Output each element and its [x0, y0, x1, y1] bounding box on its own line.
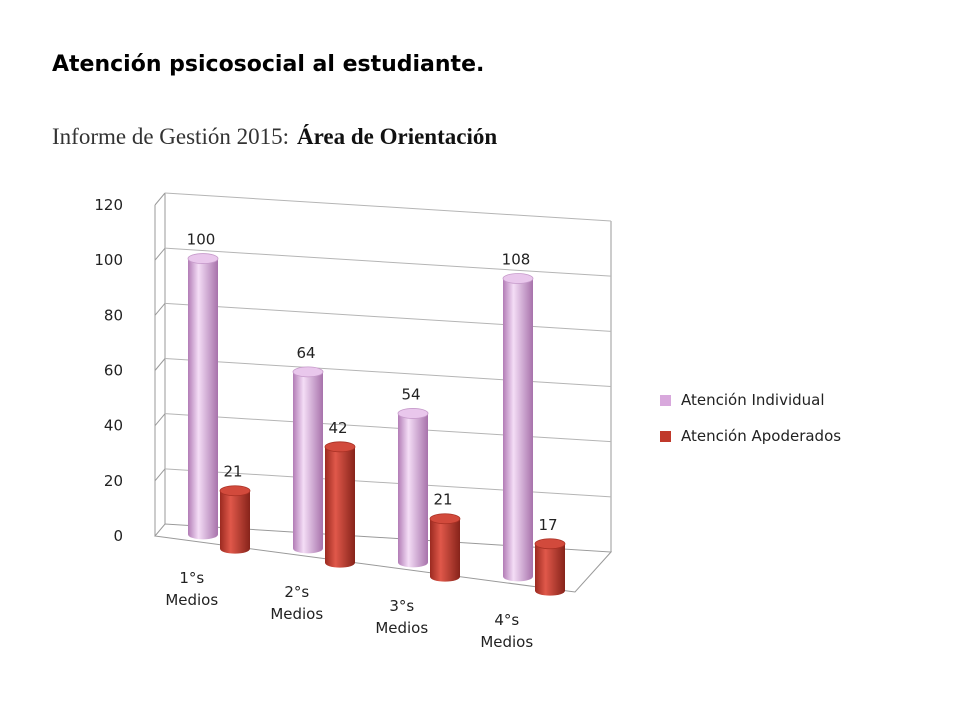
- data-label: 17: [538, 516, 557, 534]
- data-label: 64: [296, 344, 315, 362]
- y-tick-label: 60: [104, 362, 123, 380]
- chart-axes: [154, 192, 613, 593]
- data-label: 100: [187, 231, 216, 249]
- bar-top-individual: [397, 408, 429, 419]
- bar-apoderados: [430, 518, 460, 582]
- y-tick-label: 0: [113, 527, 123, 545]
- gridline-side: [154, 192, 166, 206]
- legend-swatch: [660, 395, 671, 406]
- bar-apoderados: [535, 543, 565, 596]
- x-tick-label: 3°s Medios: [375, 597, 428, 637]
- gridline: [164, 413, 612, 443]
- x-tick-label: 4°s Medios: [480, 611, 533, 651]
- chart-bars: [187, 253, 566, 596]
- gridline-side: [154, 358, 166, 371]
- bar-individual: [188, 258, 218, 540]
- data-label: 21: [223, 463, 242, 481]
- bar-individual: [293, 371, 323, 554]
- bar-top-apoderados: [219, 485, 251, 497]
- bar-top-individual: [292, 366, 324, 378]
- x-tick-label: 2°s Medios: [270, 583, 323, 623]
- data-label: 42: [328, 419, 347, 437]
- gridline-side: [154, 303, 166, 316]
- subtitle-emphasis: Área de Orientación: [296, 124, 498, 149]
- y-tick-label: 20: [104, 472, 123, 490]
- data-label: 54: [401, 385, 420, 403]
- gridline-side: [154, 468, 166, 482]
- gridline: [164, 247, 612, 277]
- bar-top-apoderados: [324, 441, 356, 453]
- bar-top-apoderados: [534, 538, 566, 550]
- legend-swatch: [660, 431, 671, 442]
- bar-individual: [503, 278, 533, 582]
- bar-top-apoderados: [429, 513, 461, 525]
- gridline: [164, 192, 612, 222]
- bar-apoderados: [325, 446, 355, 568]
- gridline: [164, 302, 612, 332]
- chart-legend: Atención Individual Atención Apoderados: [660, 391, 841, 445]
- gridline-side: [154, 247, 166, 261]
- x-tick-label: 1°s Medios: [165, 569, 218, 609]
- y-tick-label: 120: [94, 196, 123, 214]
- y-tick-label: 100: [94, 251, 123, 269]
- bar-apoderados: [220, 490, 250, 554]
- bar-top-individual: [502, 273, 534, 284]
- chart-labels: 0 20 40 60 80 100 120 100 21 1°s Medios 64 42 2°s Medi…: [94, 196, 557, 651]
- bar-top-individual: [187, 253, 219, 264]
- gridline: [164, 468, 612, 498]
- slide-subtitle: Informe de Gestión 2015: Área de Orientac…: [52, 124, 497, 150]
- gridline: [164, 358, 612, 387]
- y-tick-label: 40: [104, 417, 123, 435]
- y-tick-label: 80: [104, 306, 123, 324]
- data-label: 21: [433, 491, 452, 509]
- slide-title: Atención psicosocial al estudiante.: [52, 52, 485, 77]
- bar-individual: [398, 413, 428, 568]
- legend-label: Atención Apoderados: [681, 427, 841, 445]
- subtitle-prefix: Informe de Gestión 2015:: [52, 124, 289, 149]
- gridline-side: [154, 413, 166, 426]
- legend-label: Atención Individual: [681, 391, 825, 409]
- data-label: 108: [502, 251, 531, 269]
